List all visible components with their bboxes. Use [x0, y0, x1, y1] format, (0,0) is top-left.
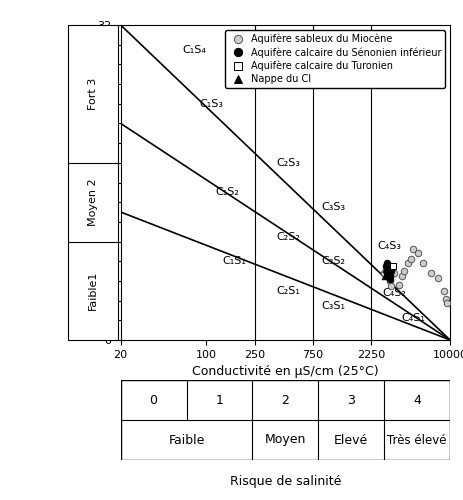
Point [390, 269, 397, 277]
Point [380, 269, 388, 277]
Point [443, 298, 450, 306]
Point [441, 294, 448, 302]
Legend: Aquifère sableux du Miocène, Aquifère calcaire du Sénonien inférieur, Aquifère c: Aquifère sableux du Miocène, Aquifère ca… [224, 30, 444, 88]
Point [426, 269, 434, 277]
Text: C₂S₂: C₂S₂ [275, 232, 299, 241]
Text: C₄S₃: C₄S₃ [377, 242, 401, 252]
Text: C₂S₄: C₂S₄ [275, 44, 299, 54]
X-axis label: Conductivité en µS/cm (25°C): Conductivité en µS/cm (25°C) [192, 366, 378, 378]
Text: Faible: Faible [168, 434, 204, 446]
Point [383, 269, 391, 277]
Text: 1: 1 [215, 394, 223, 406]
Point [409, 246, 416, 254]
Point [419, 259, 426, 267]
Text: C₂S₁: C₂S₁ [275, 286, 299, 296]
Text: C₄S₄: C₄S₄ [406, 44, 429, 54]
Text: C₁S₃: C₁S₃ [199, 99, 223, 109]
Point [382, 265, 389, 273]
Point [387, 282, 394, 290]
Text: 3: 3 [347, 394, 354, 406]
Point [382, 265, 389, 273]
Point [385, 272, 393, 280]
Text: Très élevé: Très élevé [387, 434, 446, 446]
Text: C₃S₂: C₃S₂ [320, 256, 344, 266]
Text: 0: 0 [149, 394, 157, 406]
Point [403, 259, 411, 267]
Text: 4: 4 [413, 394, 420, 406]
Point [407, 256, 414, 264]
Text: Moyen 2: Moyen 2 [88, 178, 98, 226]
Point [382, 262, 389, 270]
Point [384, 265, 392, 273]
Text: C₃S₁: C₃S₁ [320, 300, 344, 310]
Text: Risque de salinité: Risque de salinité [229, 475, 340, 488]
Y-axis label: Pouvoir alcalinisant (SAR): Pouvoir alcalinisant (SAR) [81, 102, 94, 263]
Point [386, 275, 394, 283]
Text: Moyen: Moyen [264, 434, 306, 446]
Point [383, 269, 391, 277]
Point [383, 272, 391, 280]
Text: 2: 2 [281, 394, 288, 406]
Point [382, 267, 390, 275]
Point [400, 267, 407, 275]
Text: C₁S₁: C₁S₁ [222, 256, 245, 266]
Point [394, 281, 401, 289]
Text: C₄S₂: C₄S₂ [382, 288, 406, 298]
Point [385, 277, 393, 285]
Text: C₃S₃: C₃S₃ [320, 202, 344, 212]
Text: Elevé: Elevé [333, 434, 368, 446]
Text: Fort 3: Fort 3 [88, 78, 98, 110]
Text: C₄S₁: C₄S₁ [400, 314, 425, 324]
Point [440, 287, 447, 295]
Point [382, 259, 390, 267]
Text: C₁S₂: C₁S₂ [215, 188, 239, 198]
Text: C₂S₃: C₂S₃ [275, 158, 300, 168]
Point [381, 272, 388, 280]
Point [434, 274, 441, 282]
Point [388, 262, 396, 270]
Point [387, 267, 394, 275]
Text: C₁S₄: C₁S₄ [182, 44, 206, 54]
Point [397, 272, 404, 280]
Point [414, 250, 421, 258]
Text: C₃S₄: C₃S₄ [320, 44, 344, 54]
Text: Faible1: Faible1 [88, 271, 98, 310]
